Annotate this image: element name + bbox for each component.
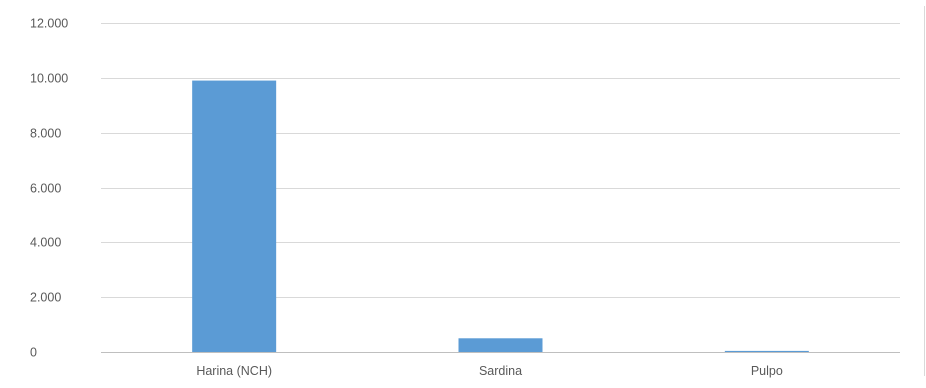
x-tick-label-2: Pulpo bbox=[751, 364, 783, 378]
bar-0 bbox=[192, 80, 277, 352]
y-tick-label-6: 12.000 bbox=[30, 17, 68, 31]
bar-1 bbox=[458, 338, 543, 352]
bar-2 bbox=[724, 350, 809, 352]
x-tick-label-1: Sardina bbox=[479, 364, 522, 378]
x-tick-labels: Harina (NCH) Sardina Pulpo bbox=[196, 364, 783, 378]
y-tick-label-0: 0 bbox=[30, 346, 37, 360]
y-tick-label-2: 4.000 bbox=[30, 236, 61, 250]
bars bbox=[192, 80, 809, 352]
x-tick-label-0: Harina (NCH) bbox=[196, 364, 272, 378]
y-tick-label-1: 2.000 bbox=[30, 291, 61, 305]
y-tick-label-3: 6.000 bbox=[30, 182, 61, 196]
y-tick-labels: 0 2.000 4.000 6.000 8.000 10.000 12.000 bbox=[30, 17, 68, 360]
y-tick-label-4: 8.000 bbox=[30, 127, 61, 141]
y-tick-label-5: 10.000 bbox=[30, 72, 68, 86]
chart-frame-border bbox=[924, 6, 925, 376]
